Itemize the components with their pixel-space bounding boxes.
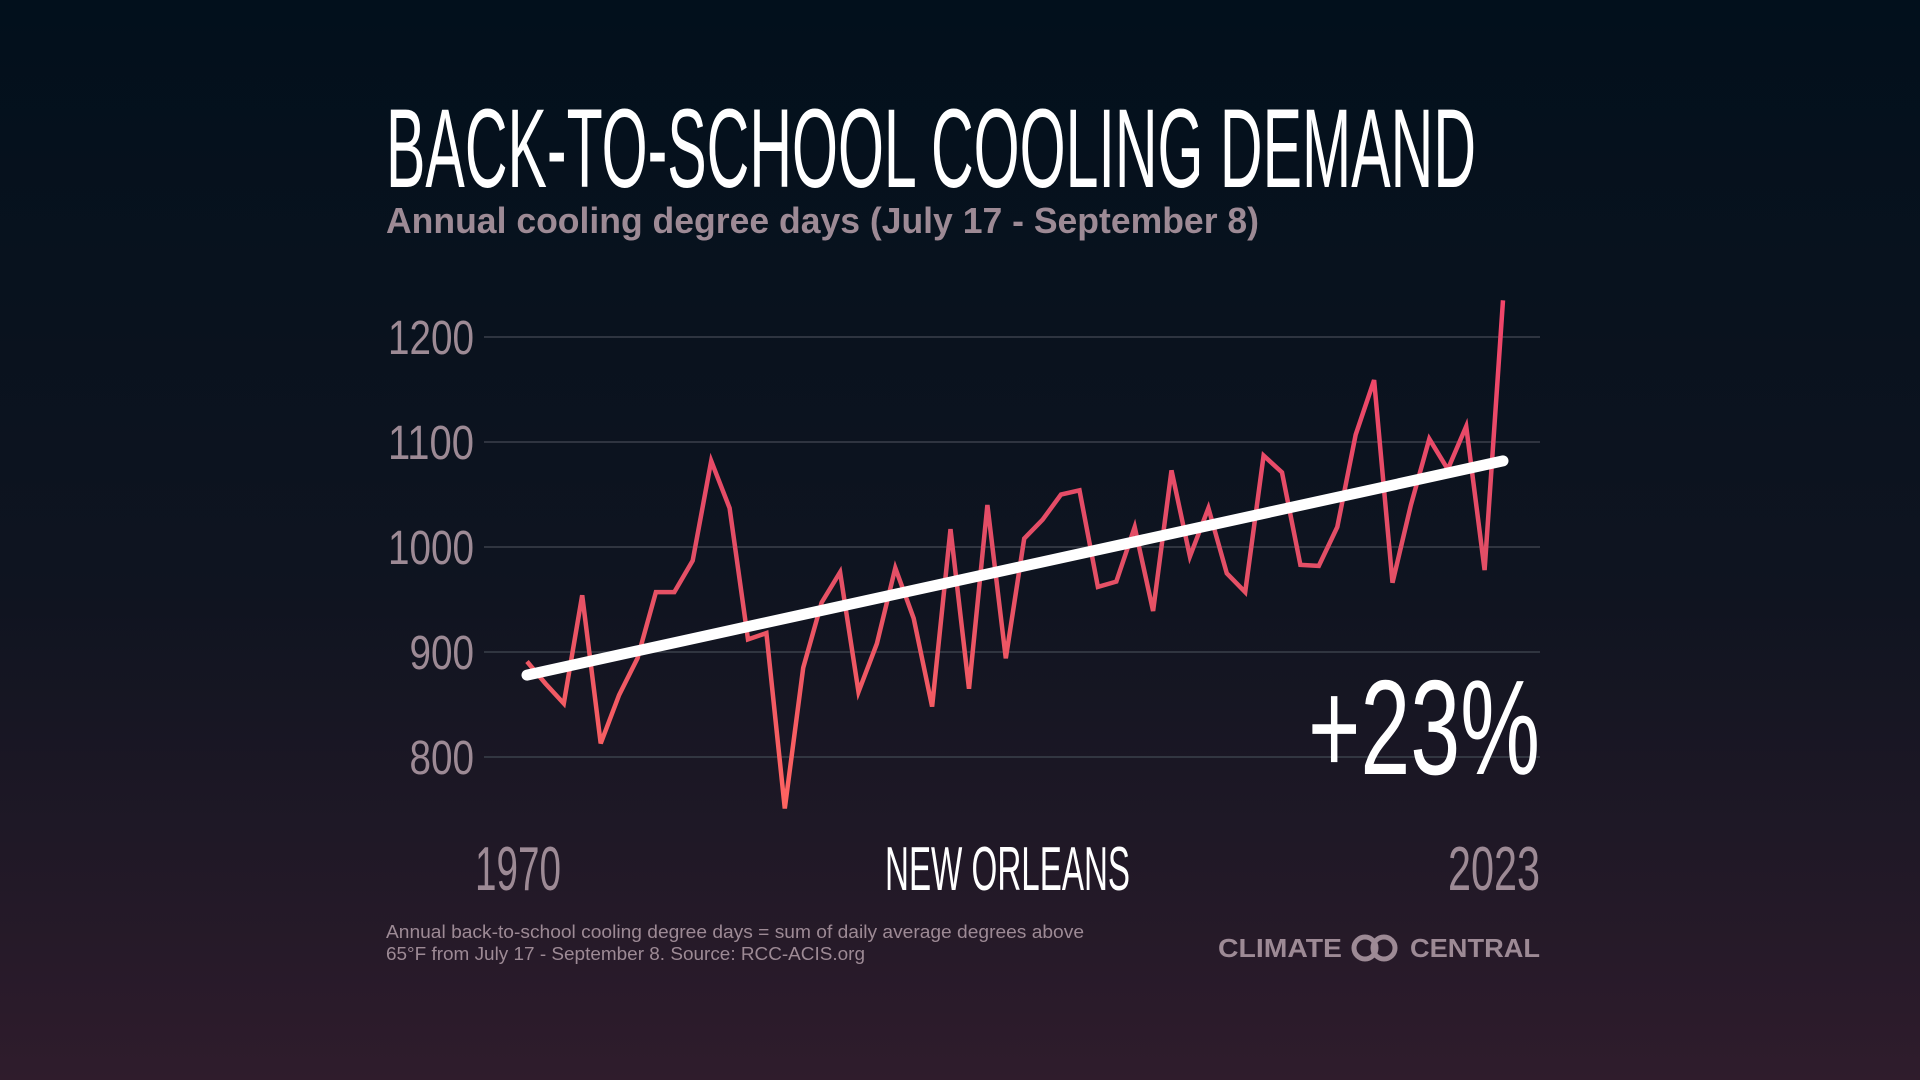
chart-subtitle: Annual cooling degree days (July 17 - Se… xyxy=(386,200,1259,241)
footnote-line-1: Annual back-to-school cooling degree day… xyxy=(386,922,1084,942)
percent-change-annotation: +23% xyxy=(1308,652,1540,803)
climate-central-logo: CLIMATE CENTRAL xyxy=(1218,933,1540,963)
series-layer xyxy=(521,300,1509,809)
trend-line xyxy=(521,455,1509,681)
x-tick-label-start: 1970 xyxy=(475,835,561,904)
x-tick-label-end: 2023 xyxy=(1448,835,1540,904)
y-axis-tick-labels: 1200 1100 1000 900 800 xyxy=(388,312,474,785)
y-tick-label: 900 xyxy=(410,627,475,680)
logo-rings-icon xyxy=(1351,934,1398,962)
y-tick-label: 800 xyxy=(410,732,475,785)
y-tick-label: 1000 xyxy=(388,522,474,575)
logo-text-left: CLIMATE xyxy=(1218,933,1342,963)
location-label: NEW ORLEANS xyxy=(885,835,1130,904)
footnote-line-2: 65°F from July 17 - September 8. Source:… xyxy=(386,944,865,964)
y-tick-label: 1100 xyxy=(388,417,474,470)
logo-text-right: CENTRAL xyxy=(1410,933,1540,963)
y-tick-label: 1200 xyxy=(388,312,474,365)
gridlines xyxy=(484,336,1540,758)
series-line-cooling-degree-days xyxy=(525,300,1506,809)
chart-title: BACK-TO-SCHOOL COOLING DEMAND xyxy=(386,86,1476,211)
